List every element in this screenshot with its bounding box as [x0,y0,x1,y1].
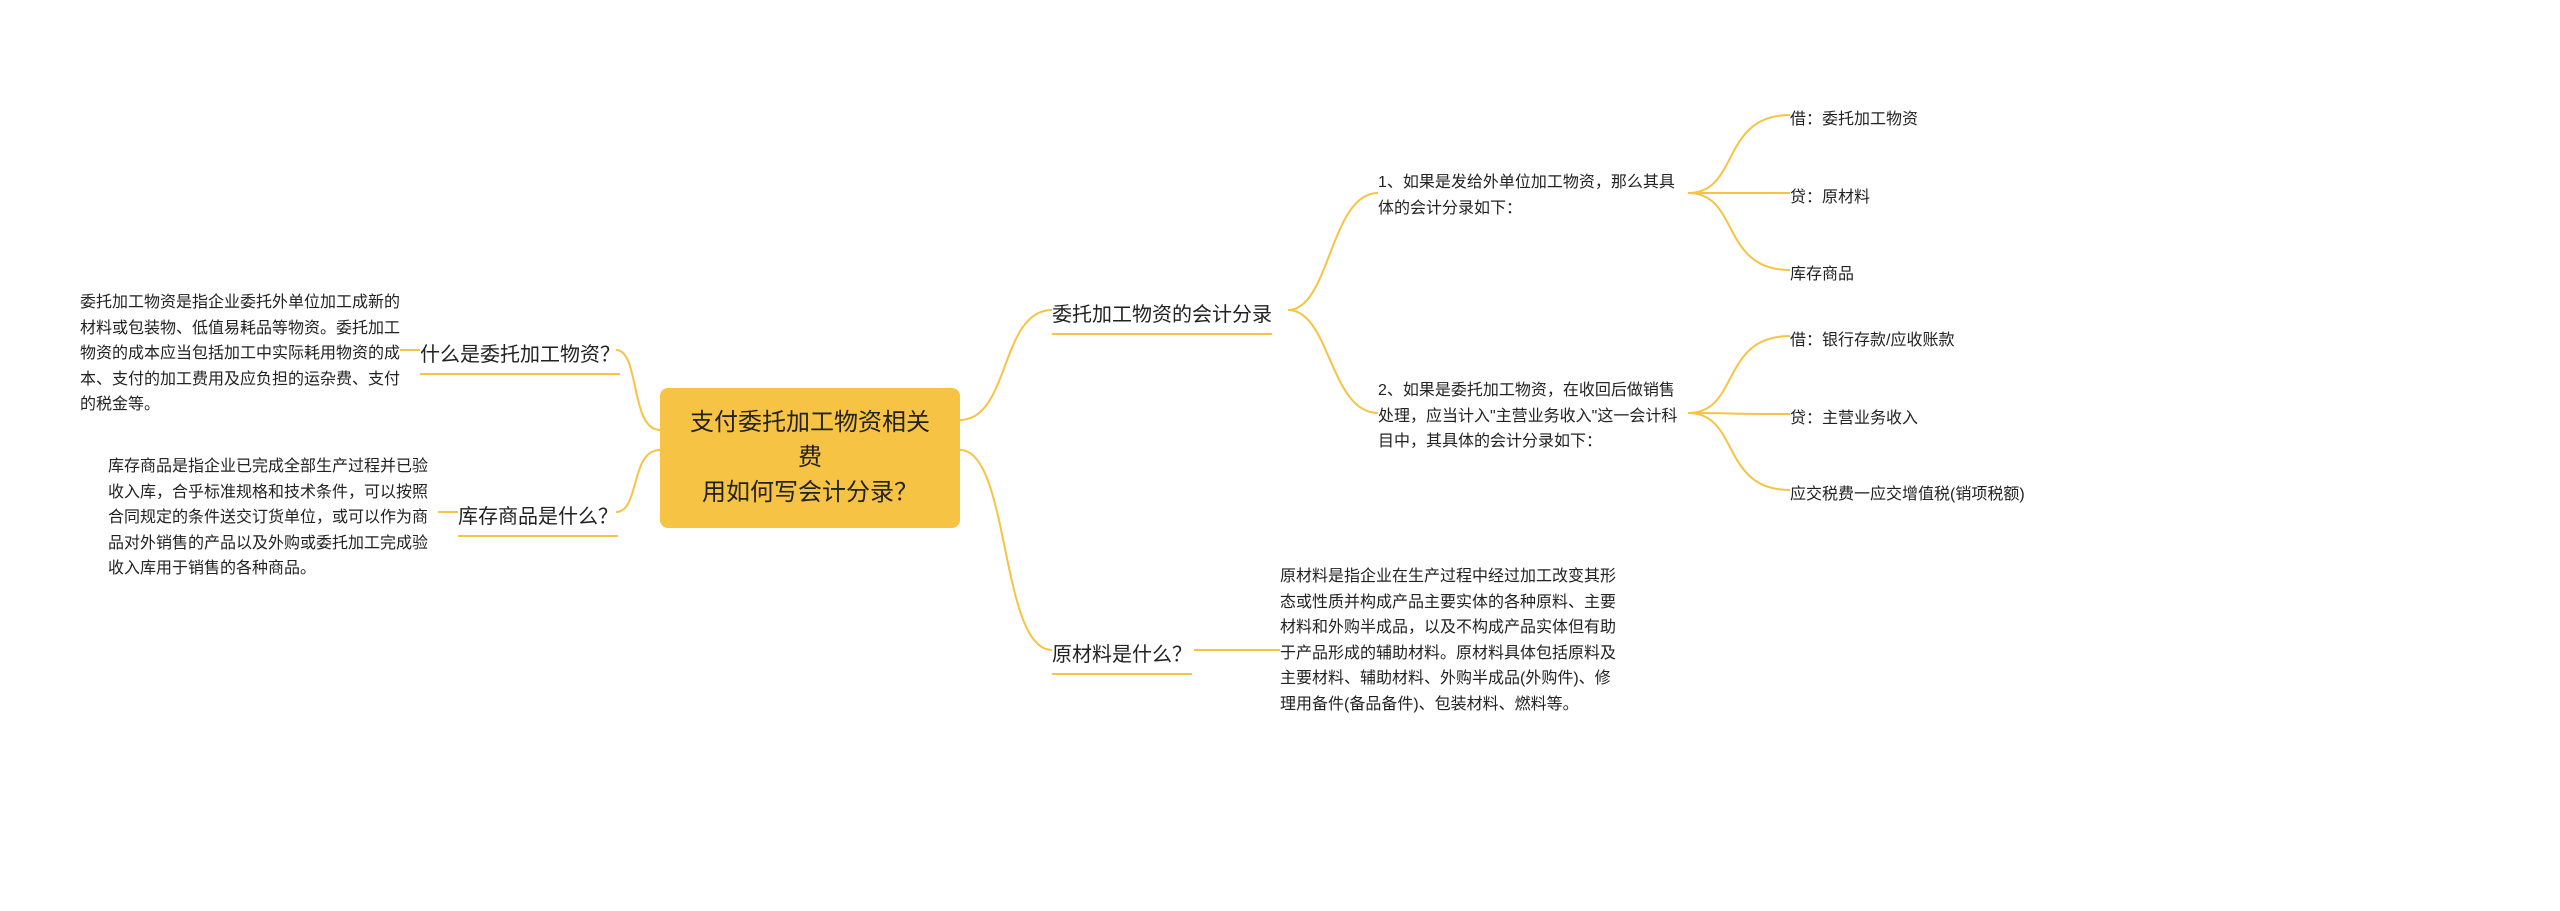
detail-what-is-weituo: 委托加工物资是指企业委托外单位加工成新的材料或包装物、低值易耗品等物资。委托加工… [80,290,400,418]
leaf-credit-main: 贷：主营业务收入 [1790,404,1918,428]
leaf-debit-weituo: 借：委托加工物资 [1790,105,1918,129]
mindmap-canvas: 支付委托加工物资相关费 用如何写会计分录？ 什么是委托加工物资？ 委托加工物资是… [0,0,2560,911]
leaf-tax: 应交税费一应交增值税(销项税额) [1790,480,2025,504]
entry-case-2: 2、如果是委托加工物资，在收回后做销售处理，应当计入"主营业务收入"这一会计科目… [1378,378,1688,455]
branch-what-is-raw[interactable]: 原材料是什么？ [1052,638,1192,675]
entry-case-1: 1、如果是发给外单位加工物资，那么其具体的会计分录如下： [1378,170,1688,221]
leaf-credit-raw: 贷：原材料 [1790,183,1870,207]
branch-what-is-kucun[interactable]: 库存商品是什么？ [458,500,618,537]
branch-accounting-entries[interactable]: 委托加工物资的会计分录 [1052,298,1272,335]
detail-what-is-kucun: 库存商品是指企业已完成全部生产过程并已验收入库，合乎标准规格和技术条件，可以按照… [108,454,438,582]
leaf-debit-bank: 借：银行存款/应收账款 [1790,326,1954,350]
branch-what-is-weituo[interactable]: 什么是委托加工物资？ [420,338,620,375]
root-line2: 用如何写会计分录？ [702,479,918,506]
root-line1: 支付委托加工物资相关费 [690,409,930,471]
detail-what-is-raw: 原材料是指企业在生产过程中经过加工改变其形态或性质并构成产品主要实体的各种原料、… [1280,564,1620,718]
leaf-kucun: 库存商品 [1790,260,1854,284]
root-node[interactable]: 支付委托加工物资相关费 用如何写会计分录？ [660,388,960,528]
